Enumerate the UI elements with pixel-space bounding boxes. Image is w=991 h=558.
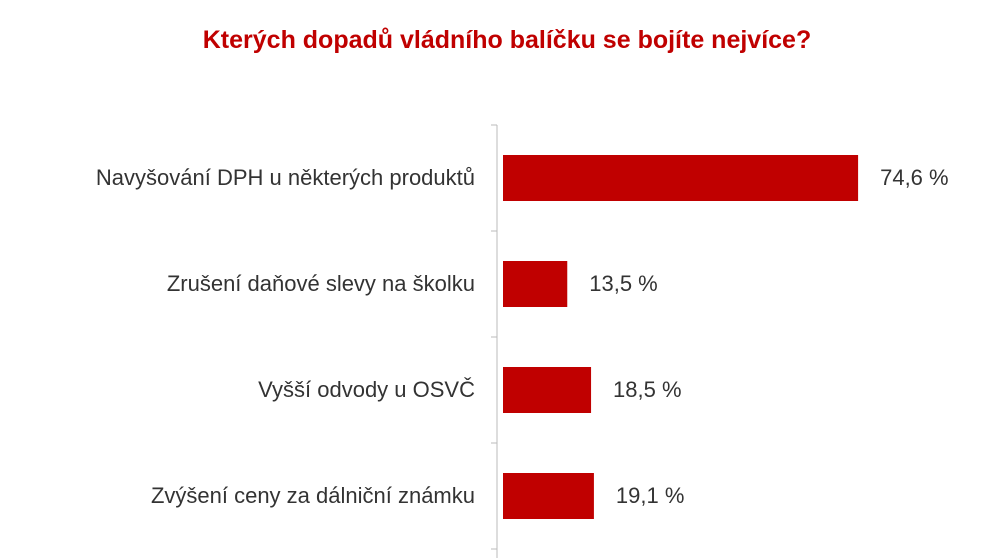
category-label-box: Zvýšení ceny za dálniční známku	[151, 456, 475, 536]
category-label: Zvýšení ceny za dálniční známku	[150, 483, 475, 508]
bar	[503, 261, 568, 307]
category-label: Zrušení daňové slevy na školku	[166, 271, 475, 296]
value-label: 19,1 %	[616, 483, 685, 508]
bar	[503, 473, 594, 519]
category-label-box: Zrušení daňové slevy na školku	[167, 244, 475, 324]
bar	[503, 367, 592, 413]
category-label-box: Vyšší odvody u OSVČ	[258, 350, 475, 430]
category-label: Vyšší odvody u OSVČ	[258, 377, 475, 402]
bar	[503, 155, 859, 201]
category-label-box: Navyšování DPH u některých produktů	[96, 138, 475, 218]
chart-title: Kterých dopadů vládního balíčku se bojít…	[202, 26, 812, 54]
value-label: 74,6 %	[880, 165, 949, 190]
category-label: Navyšování DPH u některých produktů	[95, 165, 475, 190]
value-label: 13,5 %	[589, 271, 658, 296]
value-label: 18,5 %	[613, 377, 682, 402]
